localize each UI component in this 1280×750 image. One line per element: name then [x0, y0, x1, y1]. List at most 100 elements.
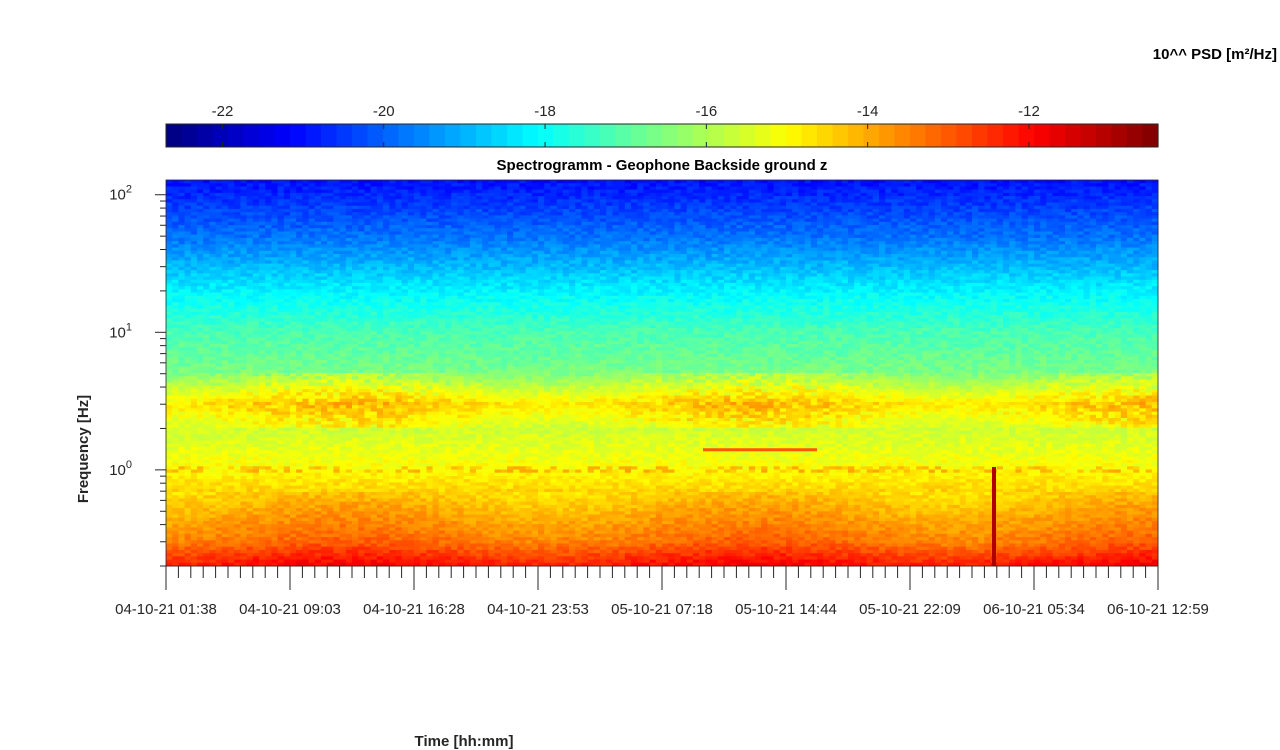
spectrogram-cell — [562, 228, 570, 232]
spectrogram-cell — [190, 196, 198, 200]
spectrogram-cell — [587, 225, 595, 229]
spectrogram-cell — [321, 215, 328, 220]
spectrogram-cell — [786, 234, 793, 239]
spectrogram-cell — [972, 257, 979, 261]
spectrogram-cell — [1040, 208, 1047, 213]
spectrogram-cell — [259, 180, 266, 184]
spectrogram-cell — [451, 276, 458, 281]
spectrogram-cell — [922, 202, 930, 207]
spectrogram-cell — [835, 247, 843, 252]
spectrogram-cell — [730, 192, 737, 197]
spectrogram-cell — [321, 186, 328, 191]
spectrogram-cell — [370, 263, 378, 268]
spectrogram-cell — [755, 237, 762, 242]
spectrogram-cell — [476, 260, 483, 265]
spectrogram-cell — [519, 250, 527, 255]
spectrogram-cell — [389, 212, 396, 216]
spectrogram-cell — [1021, 208, 1029, 213]
spectrogram-cell — [544, 205, 551, 210]
spectrogram-cell — [283, 221, 291, 226]
spectrogram-cell — [711, 218, 719, 223]
spectrogram-cell — [228, 257, 235, 261]
spectrogram-cell — [984, 186, 992, 191]
spectrogram-cell — [773, 234, 781, 239]
spectrogram-cell — [469, 212, 477, 216]
spectrogram-cell — [693, 215, 700, 220]
spectrogram-cell — [631, 257, 638, 261]
spectrogram-cell — [395, 192, 403, 197]
spectrogram-cell — [674, 196, 682, 200]
spectrogram-cell — [928, 244, 936, 249]
spectrogram-cell — [432, 228, 440, 232]
spectrogram-cell — [1003, 266, 1010, 271]
spectrogram-cell — [1077, 189, 1085, 194]
spectrogram-cell — [389, 260, 396, 265]
spectrogram-cell — [1021, 241, 1029, 245]
spectrogram-cell — [817, 183, 824, 187]
spectrogram-cell — [438, 253, 446, 258]
spectrogram-cell — [730, 244, 737, 249]
spectrogram-cell — [290, 205, 297, 210]
spectrogram-cell — [581, 189, 589, 194]
spectrogram-cell — [1027, 273, 1035, 277]
spectrogram-cell — [631, 228, 638, 232]
spectrogram-cell — [972, 270, 979, 274]
spectrogram-cell — [513, 196, 520, 200]
spectrogram-cell — [711, 186, 719, 191]
spectrogram-cell — [947, 247, 954, 252]
spectrogram-cell — [482, 205, 489, 210]
spectrogram-cell — [507, 273, 514, 277]
spectrogram-cell — [773, 276, 781, 281]
spectrogram-cell — [637, 263, 644, 268]
spectrogram-cell — [953, 202, 961, 207]
spectrogram-cell — [668, 189, 675, 194]
spectrogram-cell — [302, 202, 310, 207]
spectrogram-cell — [438, 218, 446, 223]
spectrogram-cell — [376, 247, 384, 252]
spectrogram-cell — [1027, 263, 1035, 268]
spectrogram-cell — [736, 196, 744, 200]
spectrogram-cell — [488, 273, 496, 277]
spectrogram-cell — [674, 260, 682, 265]
spectrogram-cell — [699, 196, 706, 200]
spectrogram-cell — [389, 189, 396, 194]
spectrogram-cell — [928, 208, 936, 213]
spectrogram-cell — [1040, 247, 1047, 252]
spectrogram-cell — [190, 221, 198, 226]
spectrogram-cell — [792, 241, 799, 245]
spectrogram-cell — [525, 218, 533, 223]
spectrogram-cell — [197, 218, 204, 223]
spectrogram-cell — [996, 212, 1004, 216]
spectrogram-cell — [668, 180, 675, 184]
spectrogram-cell — [488, 250, 496, 255]
spectrogram-cell — [649, 196, 657, 200]
spectrogram-cell — [686, 234, 694, 239]
spectrogram-cell — [965, 205, 973, 210]
spectrogram-cell — [1034, 250, 1041, 255]
spectrogram-cell — [959, 212, 967, 216]
spectrogram-cell — [953, 241, 961, 245]
spectrogram-cell — [711, 237, 719, 242]
spectrogram-cell — [1027, 247, 1035, 252]
spectrogram-cell — [209, 228, 217, 232]
spectrogram-cell — [445, 208, 452, 213]
spectrogram-cell — [203, 196, 210, 200]
spectrogram-cell — [1096, 183, 1103, 187]
spectrogram-cell — [786, 199, 793, 204]
spectrogram-cell — [228, 225, 235, 229]
spectrogram-cell — [407, 241, 415, 245]
spectrogram-cell — [928, 263, 936, 268]
spectrogram-cell — [277, 212, 285, 216]
spectrogram-cell — [569, 247, 576, 252]
spectrogram-cell — [922, 186, 930, 191]
spectrogram-cell — [1114, 231, 1122, 236]
spectrogram-cell — [265, 241, 272, 245]
spectrogram-cell — [903, 237, 911, 242]
spectrogram-cell — [259, 205, 266, 210]
spectrogram-cell — [786, 273, 793, 277]
spectrogram-cell — [414, 205, 421, 210]
spectrogram-cell — [1071, 192, 1078, 197]
spectrogram-cell — [345, 192, 353, 197]
spectrogram-cell — [1114, 270, 1122, 274]
spectrogram-cell — [277, 231, 285, 236]
